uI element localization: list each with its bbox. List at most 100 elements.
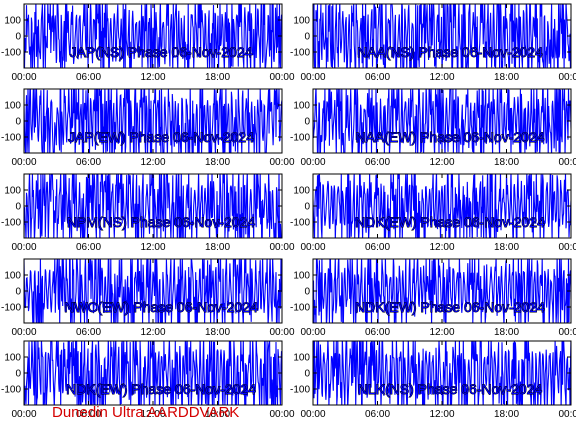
y-tick-label: 100 — [293, 101, 310, 112]
x-tick-label: 00:00 — [558, 242, 576, 253]
series-line — [24, 89, 282, 153]
y-tick-label: 0 — [15, 32, 21, 43]
x-tick-label: 00:00 — [558, 409, 576, 420]
panel-title: JAP(NS) Phase 06-Nov-2024 — [70, 44, 253, 60]
series-line — [313, 89, 571, 153]
x-tick-label: 12:00 — [140, 327, 165, 338]
x-tick-label: 00:00 — [300, 72, 325, 83]
x-tick-label: 12:00 — [140, 242, 165, 253]
series-line — [24, 174, 282, 238]
x-tick-label: 00:00 — [269, 242, 294, 253]
chart-panel-3: 100 0 -100 00:00 06:00 12:00 18:00 00:00 NPM(NS)… — [1, 173, 295, 253]
x-tick-label: 12:00 — [429, 72, 454, 83]
x-tick-label: 00:00 — [269, 157, 294, 168]
y-tick-label: 0 — [304, 287, 310, 298]
x-tick-label: 12:00 — [140, 157, 165, 168]
panel-title: NWC(EW) Phase 06-Nov-2024 — [64, 299, 258, 315]
y-tick-label: 0 — [15, 369, 21, 380]
x-tick-label: 06:00 — [365, 157, 390, 168]
y-tick-label: -100 — [1, 133, 21, 144]
x-tick-label: 18:00 — [494, 327, 519, 338]
series-line — [24, 4, 282, 68]
panel-title: NPM(NS) Phase 06-Nov-2024 — [67, 214, 256, 230]
y-tick-label: 0 — [304, 202, 310, 213]
y-tick-label: 100 — [293, 186, 310, 197]
x-tick-label: 00:00 — [558, 327, 576, 338]
x-tick-label: 18:00 — [205, 157, 230, 168]
panel-title: NLK(NS) Phase 06-Nov-2024 — [358, 381, 543, 397]
y-tick-label: 0 — [15, 287, 21, 298]
x-tick-label: 06:00 — [76, 157, 101, 168]
chart-panel-4: 100 0 -100 00:00 06:00 12:00 18:00 00:00 NWC(EW)… — [1, 258, 295, 338]
y-tick-label: -100 — [290, 133, 310, 144]
x-tick-label: 00:00 — [300, 157, 325, 168]
y-tick-label: 100 — [4, 101, 21, 112]
x-tick-label: 00:00 — [11, 157, 36, 168]
chart-panel-5: 100 0 -100 00:00 06:00 12:00 18:00 00:00 NDK(EW)… — [1, 340, 295, 420]
y-tick-label: -100 — [1, 385, 21, 396]
y-tick-label: 0 — [304, 32, 310, 43]
x-tick-label: 18:00 — [494, 72, 519, 83]
y-tick-label: 0 — [304, 369, 310, 380]
x-tick-label: 00:00 — [558, 72, 576, 83]
x-tick-label: 12:00 — [429, 157, 454, 168]
y-tick-label: -100 — [1, 48, 21, 59]
x-tick-label: 00:00 — [300, 409, 325, 420]
series-line — [313, 174, 571, 238]
x-tick-label: 18:00 — [205, 327, 230, 338]
y-tick-label: 0 — [304, 117, 310, 128]
chart-panel-7: 100 0 -100 00:00 06:00 12:00 18:00 00:00 NAA(EW)… — [290, 88, 576, 168]
y-tick-label: 0 — [15, 117, 21, 128]
x-tick-label: 06:00 — [76, 409, 101, 420]
y-tick-label: -100 — [290, 303, 310, 314]
series-line — [313, 4, 571, 68]
x-tick-label: 12:00 — [140, 409, 165, 420]
y-tick-label: 100 — [293, 16, 310, 27]
panel-title: NDK(EW) Phase 06-Nov-2024 — [355, 214, 545, 230]
chart-panel-9: 100 0 -100 00:00 06:00 12:00 18:00 00:00 NDK(EW)… — [290, 258, 576, 338]
x-tick-label: 06:00 — [365, 242, 390, 253]
x-tick-label: 18:00 — [205, 409, 230, 420]
x-tick-label: 12:00 — [429, 409, 454, 420]
chart-panel-2: 100 0 -100 00:00 06:00 12:00 18:00 00:00 JAP(EW)… — [1, 88, 295, 168]
y-tick-label: 100 — [4, 353, 21, 364]
y-tick-label: 100 — [4, 16, 21, 27]
x-tick-label: 06:00 — [76, 327, 101, 338]
y-tick-label: 100 — [4, 186, 21, 197]
y-tick-label: -100 — [290, 218, 310, 229]
y-tick-label: 0 — [15, 202, 21, 213]
chart-panel-1: 100 0 -100 00:00 06:00 12:00 18:00 00:00 JAP(NS)… — [1, 3, 295, 83]
x-tick-label: 18:00 — [205, 242, 230, 253]
y-tick-label: 100 — [293, 353, 310, 364]
x-tick-label: 00:00 — [269, 72, 294, 83]
panel-title: NAA(EW) Phase 06-Nov-2024 — [355, 129, 544, 145]
chart-panel-10: 100 0 -100 00:00 06:00 12:00 18:00 00:00 NLK(NS)… — [290, 340, 576, 420]
x-tick-label: 18:00 — [205, 72, 230, 83]
x-tick-label: 00:00 — [11, 409, 36, 420]
x-tick-label: 18:00 — [494, 157, 519, 168]
x-tick-label: 06:00 — [76, 242, 101, 253]
x-tick-label: 12:00 — [140, 72, 165, 83]
footer-title: Dunedin Ultra AARDDVARK — [52, 404, 240, 421]
x-tick-label: 12:00 — [429, 327, 454, 338]
x-tick-label: 00:00 — [11, 242, 36, 253]
x-tick-label: 18:00 — [494, 409, 519, 420]
series-line — [24, 259, 282, 323]
y-tick-label: 100 — [293, 271, 310, 282]
x-tick-label: 00:00 — [300, 242, 325, 253]
chart-panel-6: 100 0 -100 00:00 06:00 12:00 18:00 00:00 NAA(NS)… — [290, 3, 576, 83]
series-line — [313, 341, 571, 405]
x-tick-label: 00:00 — [11, 327, 36, 338]
x-tick-label: 00:00 — [11, 72, 36, 83]
x-tick-label: 12:00 — [429, 242, 454, 253]
x-tick-label: 00:00 — [269, 409, 294, 420]
x-tick-label: 06:00 — [365, 72, 390, 83]
series-line — [313, 259, 571, 323]
x-tick-label: 06:00 — [365, 327, 390, 338]
panel-title: JAP(EW) Phase 06-Nov-2024 — [68, 129, 254, 145]
y-tick-label: 100 — [4, 271, 21, 282]
panel-title: NAA(NS) Phase 06-Nov-2024 — [357, 44, 543, 60]
y-tick-label: -100 — [1, 218, 21, 229]
x-tick-label: 06:00 — [365, 409, 390, 420]
